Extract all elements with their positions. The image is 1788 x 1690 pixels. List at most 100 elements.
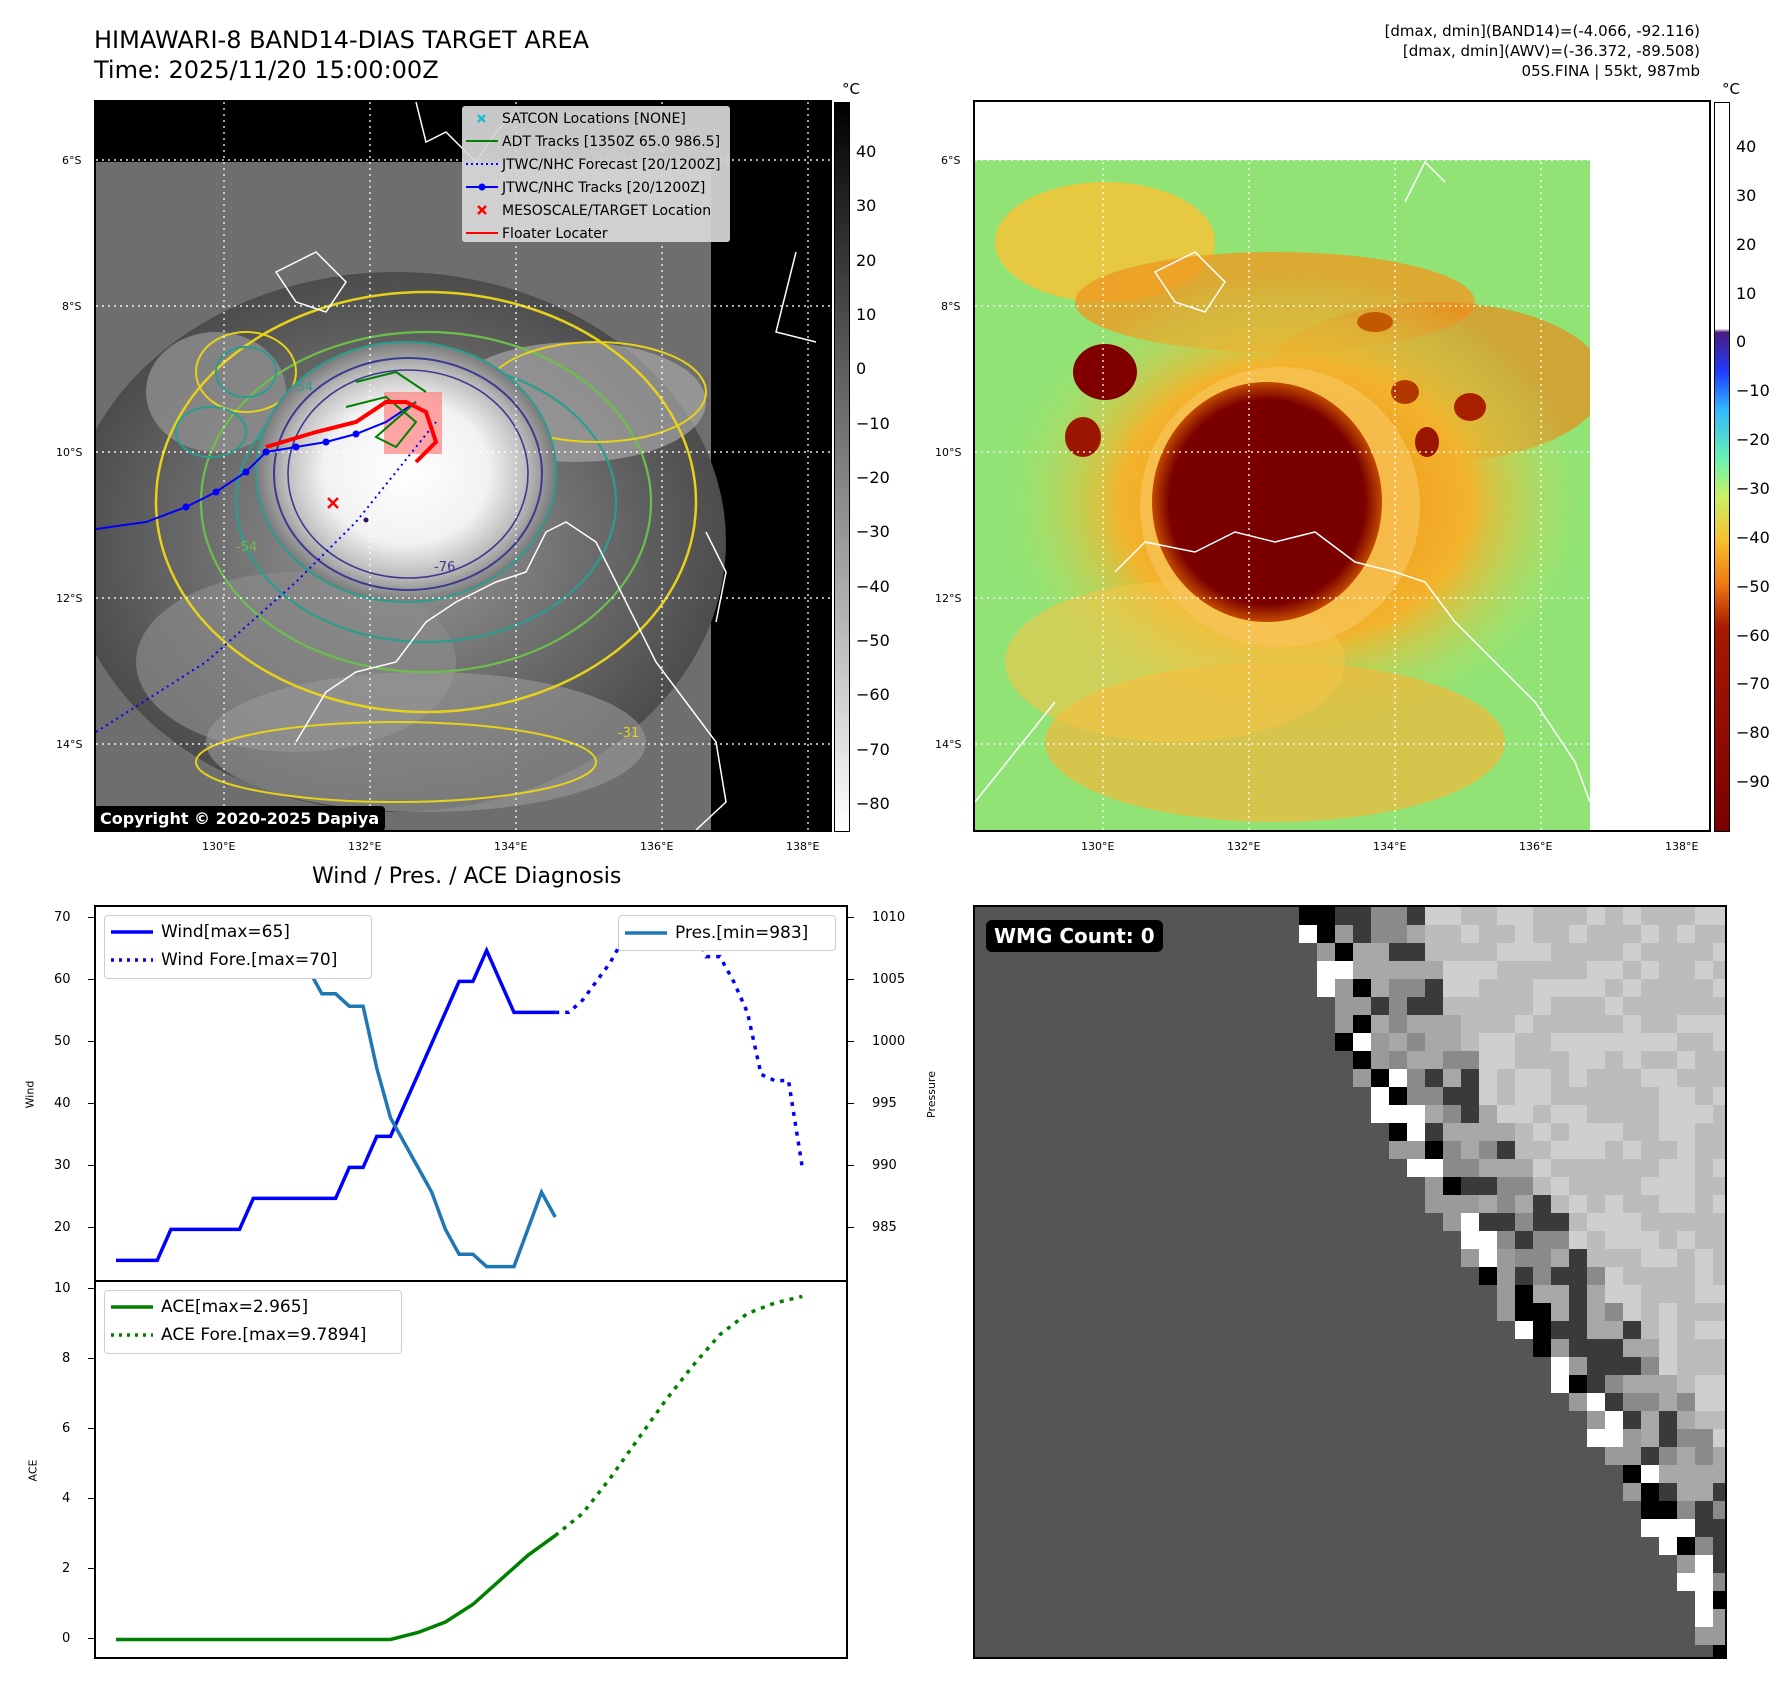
wmg-cell bbox=[1605, 1321, 1623, 1339]
wmg-cell bbox=[1677, 1357, 1695, 1375]
wmg-cell bbox=[1605, 1177, 1623, 1195]
wmg-cell bbox=[1425, 1177, 1443, 1195]
wmg-cell bbox=[1443, 1195, 1461, 1213]
ace-tick-mark bbox=[88, 1568, 94, 1570]
wmg-cell bbox=[1443, 1159, 1461, 1177]
wmg-cell bbox=[1371, 979, 1389, 997]
wmg-cell bbox=[1353, 1051, 1371, 1069]
wmg-cell bbox=[1551, 1105, 1569, 1123]
wmg-cell bbox=[1425, 961, 1443, 979]
wmg-cell bbox=[1641, 1195, 1659, 1213]
wmg-cell bbox=[1461, 925, 1479, 943]
wmg-cell bbox=[1551, 961, 1569, 979]
wmg-cell bbox=[1515, 1195, 1533, 1213]
wmg-cell bbox=[1659, 1519, 1677, 1537]
wmg-cell bbox=[1713, 1465, 1725, 1483]
wmg-cell bbox=[1425, 979, 1443, 997]
gray-colorbar-tick: 40 bbox=[856, 141, 877, 161]
ace-tick: 2 bbox=[62, 1561, 71, 1577]
wmg-cell bbox=[1533, 1213, 1551, 1231]
wmg-cell bbox=[1551, 1051, 1569, 1069]
wmg-cell bbox=[1533, 1141, 1551, 1159]
wmg-cell bbox=[1551, 943, 1569, 961]
chart-title: HIMAWARI-8 BAND14-DIAS TARGET AREA bbox=[94, 26, 590, 54]
lat-label-8s: 8°S bbox=[62, 300, 82, 313]
wmg-cell bbox=[1569, 925, 1587, 943]
wmg-cell bbox=[1533, 1321, 1551, 1339]
wmg-cell bbox=[1695, 1411, 1713, 1429]
wmg-cell bbox=[1641, 1177, 1659, 1195]
wmg-cell bbox=[1713, 1069, 1725, 1087]
wmg-cell bbox=[1569, 1321, 1587, 1339]
wmg-cell bbox=[1515, 907, 1533, 925]
awv-lon-label-138e: 138°E bbox=[1665, 840, 1699, 853]
wmg-cell bbox=[1551, 1339, 1569, 1357]
wmg-cell bbox=[1659, 1357, 1677, 1375]
wmg-cell bbox=[1497, 1159, 1515, 1177]
lat-label-10s: 10°S bbox=[56, 446, 83, 459]
gray-colorbar-tick: −80 bbox=[856, 793, 890, 813]
wmg-cell bbox=[1713, 1375, 1725, 1393]
wmg-cell bbox=[1461, 907, 1479, 925]
wmg-cell bbox=[1587, 1303, 1605, 1321]
wmg-cell bbox=[1677, 1375, 1695, 1393]
wmg-cell bbox=[1371, 961, 1389, 979]
awv-lon-label-132e: 132°E bbox=[1227, 840, 1261, 853]
wmg-cell bbox=[1371, 1069, 1389, 1087]
ace-axis-label: ACE bbox=[26, 1459, 40, 1482]
wmg-cell bbox=[1587, 1177, 1605, 1195]
wmg-cell bbox=[1677, 979, 1695, 997]
wind-tick-mark bbox=[88, 1103, 94, 1105]
wmg-cell bbox=[1425, 1141, 1443, 1159]
wmg-cell bbox=[1677, 1231, 1695, 1249]
wmg-cell bbox=[1551, 1087, 1569, 1105]
wmg-cell bbox=[1587, 1411, 1605, 1429]
wmg-cell bbox=[1461, 1087, 1479, 1105]
ace-tick: 10 bbox=[54, 1281, 71, 1296]
wmg-cell bbox=[1641, 1447, 1659, 1465]
wmg-cell bbox=[1353, 979, 1371, 997]
wmg-cell bbox=[1479, 1195, 1497, 1213]
awv-lon-label-136e: 136°E bbox=[1519, 840, 1553, 853]
wmg-cell bbox=[1659, 1015, 1677, 1033]
wmg-cell bbox=[1587, 997, 1605, 1015]
wmg-cell bbox=[1623, 1159, 1641, 1177]
wmg-cell bbox=[1713, 1195, 1725, 1213]
ace-chart: ACE[max=2.965] ACE Fore.[max=9.7894] bbox=[94, 1281, 848, 1659]
wmg-cell bbox=[1623, 1465, 1641, 1483]
wmg-cell bbox=[1695, 925, 1713, 943]
wmg-cell bbox=[1335, 1033, 1353, 1051]
wmg-cell bbox=[1623, 1321, 1641, 1339]
wmg-cell bbox=[1659, 1195, 1677, 1213]
wmg-cell bbox=[1443, 1069, 1461, 1087]
wmg-cell bbox=[1425, 943, 1443, 961]
wmg-cell bbox=[1533, 1051, 1551, 1069]
wmg-cell bbox=[1479, 979, 1497, 997]
wmg-cell bbox=[1641, 1429, 1659, 1447]
wmg-cell bbox=[1497, 1303, 1515, 1321]
wmg-cell bbox=[1587, 1087, 1605, 1105]
color-colorbar-tick: 30 bbox=[1736, 185, 1757, 205]
wmg-cell bbox=[1659, 1087, 1677, 1105]
gray-colorbar-tick: −30 bbox=[856, 522, 890, 542]
wmg-cell bbox=[1407, 997, 1425, 1015]
wmg-cell bbox=[1695, 1501, 1713, 1519]
wmg-cell bbox=[1443, 1033, 1461, 1051]
legend-wind: Wind[max=65] bbox=[111, 922, 290, 942]
wmg-cell bbox=[1677, 1285, 1695, 1303]
wmg-cell bbox=[1641, 1285, 1659, 1303]
wmg-cell bbox=[1677, 1177, 1695, 1195]
wmg-cell bbox=[1695, 1087, 1713, 1105]
wmg-cell bbox=[1623, 1087, 1641, 1105]
pressure-tick: 985 bbox=[872, 1220, 897, 1236]
ace-series-line-1 bbox=[554, 1294, 803, 1537]
wmg-cell bbox=[1515, 1141, 1533, 1159]
wmg-cell bbox=[1569, 907, 1587, 925]
wmg-cell bbox=[1551, 1267, 1569, 1285]
wmg-cell bbox=[1515, 1231, 1533, 1249]
wmg-cell bbox=[1461, 1123, 1479, 1141]
wmg-cell bbox=[1443, 925, 1461, 943]
wmg-cell bbox=[1569, 979, 1587, 997]
wmg-cell bbox=[1335, 997, 1353, 1015]
wmg-cell bbox=[1569, 1177, 1587, 1195]
